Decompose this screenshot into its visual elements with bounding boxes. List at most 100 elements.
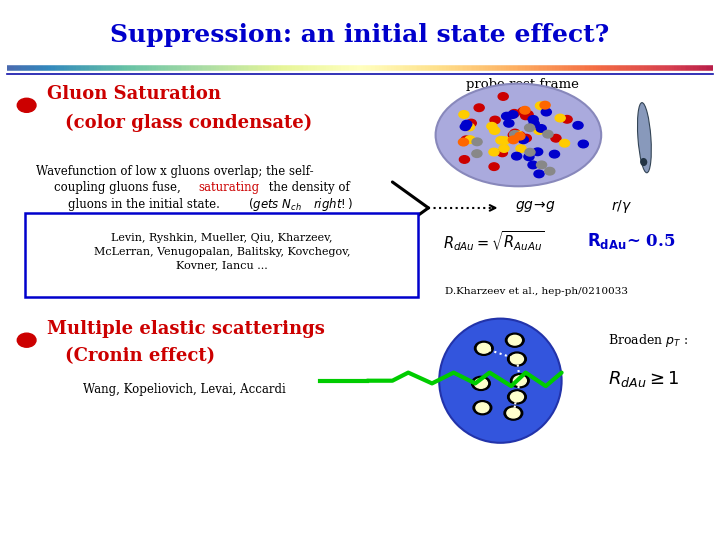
Circle shape [513,376,526,386]
Circle shape [536,161,546,168]
Circle shape [500,137,510,144]
Circle shape [459,111,469,118]
FancyBboxPatch shape [25,213,418,297]
Circle shape [512,152,522,160]
Circle shape [541,109,552,116]
Circle shape [508,352,526,366]
Circle shape [525,148,535,156]
Circle shape [462,120,472,128]
Circle shape [472,376,490,390]
Text: $R_{dAu}=\sqrt{R_{AuAu}}$: $R_{dAu}=\sqrt{R_{AuAu}}$ [443,230,545,253]
Circle shape [555,114,565,122]
Text: $R_{dAu}\geq 1$: $R_{dAu}\geq 1$ [608,369,680,389]
Text: Levin, Ryshkin, Mueller, Qiu, Kharzeev,: Levin, Ryshkin, Mueller, Qiu, Kharzeev, [111,233,333,242]
Circle shape [464,123,474,131]
Text: Wang, Kopeliovich, Levai, Accardi: Wang, Kopeliovich, Levai, Accardi [83,383,286,396]
Circle shape [515,132,525,140]
Circle shape [490,116,500,124]
Circle shape [499,145,509,152]
Circle shape [559,139,570,147]
Circle shape [510,392,523,402]
Text: Gluon Saturation: Gluon Saturation [47,85,221,104]
Circle shape [459,138,469,146]
Circle shape [513,131,523,139]
Text: $r/\gamma$: $r/\gamma$ [611,198,631,215]
Circle shape [489,163,499,171]
Circle shape [502,112,512,120]
Circle shape [509,110,519,117]
Circle shape [545,167,555,175]
Text: $\mathbf{R_{dAu}}$~ 0.5: $\mathbf{R_{dAu}}$~ 0.5 [587,231,675,252]
Circle shape [524,153,534,160]
Circle shape [518,107,528,115]
Text: Multiple elastic scatterings: Multiple elastic scatterings [47,320,325,339]
Circle shape [540,102,550,109]
Circle shape [573,122,583,129]
Circle shape [498,149,508,157]
Ellipse shape [637,103,652,173]
Circle shape [525,124,535,132]
Circle shape [472,138,482,146]
Circle shape [536,102,546,110]
Circle shape [510,129,520,137]
Circle shape [508,335,521,345]
Circle shape [510,354,523,364]
Circle shape [518,136,528,144]
Text: McLerran, Venugopalan, Balitsky, Kovchegov,: McLerran, Venugopalan, Balitsky, Kovcheg… [94,247,350,256]
Text: $right!)$: $right!)$ [313,195,354,213]
Circle shape [529,120,539,127]
Circle shape [578,140,588,148]
Text: $(gets\ N_{ch}$: $(gets\ N_{ch}$ [248,195,302,213]
Circle shape [534,170,544,178]
Circle shape [562,116,572,123]
Circle shape [505,333,524,347]
Circle shape [504,119,514,127]
Circle shape [543,130,553,138]
Text: Broaden $p_T$ :: Broaden $p_T$ : [608,332,688,349]
Circle shape [515,132,525,139]
Circle shape [461,136,471,144]
Circle shape [551,134,561,142]
Text: (color glass condensate): (color glass condensate) [65,114,312,132]
Text: Suppression: an initial state effect?: Suppression: an initial state effect? [110,23,610,47]
Circle shape [476,403,489,413]
Circle shape [473,401,492,415]
Circle shape [459,156,469,163]
Text: (Cronin effect): (Cronin effect) [65,347,215,366]
Circle shape [528,161,538,168]
Circle shape [508,390,526,404]
Circle shape [510,131,520,138]
Circle shape [487,123,497,130]
Circle shape [508,131,518,139]
Text: gluons in the initial state.: gluons in the initial state. [68,198,228,211]
Circle shape [549,150,559,158]
Ellipse shape [436,84,601,186]
Circle shape [508,111,518,118]
Circle shape [533,148,543,156]
Text: $gg\!\rightarrow\!g$: $gg\!\rightarrow\!g$ [515,199,555,214]
Circle shape [17,98,36,112]
Ellipse shape [439,319,562,443]
Circle shape [474,104,484,111]
Circle shape [467,119,477,127]
Circle shape [472,150,482,158]
Circle shape [534,127,544,134]
Circle shape [528,116,539,123]
Circle shape [521,112,531,119]
Text: coupling gluons fuse,: coupling gluons fuse, [54,181,184,194]
Circle shape [474,379,487,388]
Text: Kovner, Iancu ...: Kovner, Iancu ... [176,261,268,271]
Text: the density of: the density of [265,181,350,194]
Circle shape [496,137,506,144]
Circle shape [460,123,470,131]
Circle shape [516,145,526,152]
Circle shape [490,127,500,134]
Circle shape [489,148,499,156]
Text: saturating: saturating [198,181,259,194]
Circle shape [536,125,546,132]
Circle shape [498,93,508,100]
Ellipse shape [640,158,647,166]
Circle shape [17,333,36,347]
Circle shape [477,343,490,353]
Circle shape [508,136,518,144]
